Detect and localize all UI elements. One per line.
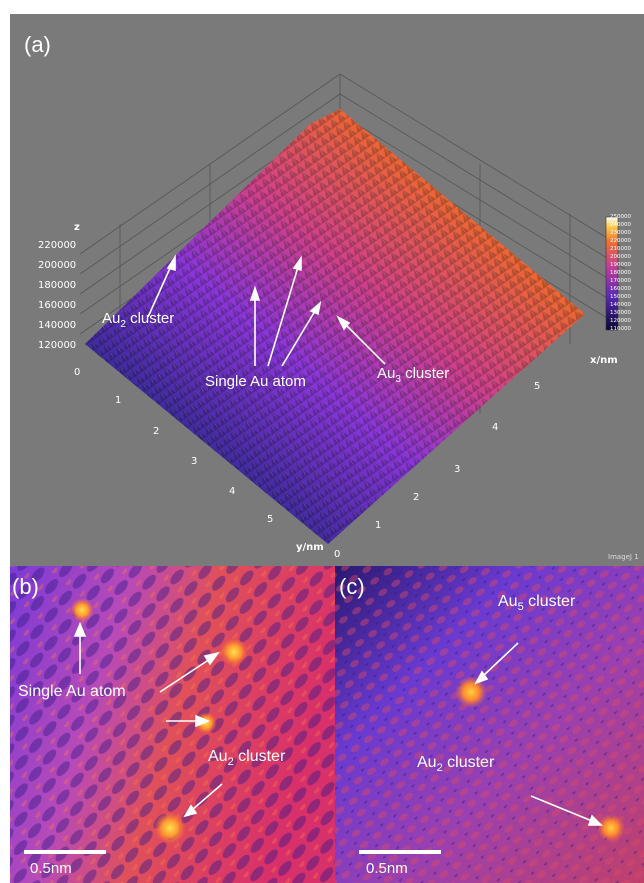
y-tick-0: 0 bbox=[334, 549, 341, 560]
single-atom-spot bbox=[220, 638, 248, 666]
colorbar bbox=[606, 217, 618, 330]
colorbar-tick: 110000 bbox=[610, 326, 631, 332]
colorbar-tick: 150000 bbox=[610, 294, 631, 300]
panel-a-letter: (a) bbox=[24, 32, 51, 57]
au5-cluster-label: Au5 cluster bbox=[498, 593, 576, 614]
stm-image-b bbox=[10, 566, 335, 883]
colorbar-tick: 210000 bbox=[610, 246, 631, 252]
colorbar-tick: 220000 bbox=[610, 238, 631, 244]
au5-cluster-spot bbox=[455, 676, 487, 708]
colorbar-tick: 250000 bbox=[610, 214, 631, 220]
x-tick-1: 1 bbox=[375, 520, 382, 531]
au2-cluster-label: Au2 cluster bbox=[208, 748, 286, 769]
single-atom-spot bbox=[70, 598, 94, 622]
y-tick-5: 5 bbox=[267, 514, 274, 525]
z-tick-160000: 160000 bbox=[38, 300, 77, 311]
stm-3d-surface-panel: (a) z 220000 200000 180000 160000 140000… bbox=[10, 14, 644, 566]
colorbar-tick: 170000 bbox=[610, 278, 631, 284]
single-au-atom-label: Single Au atom bbox=[205, 373, 306, 390]
z-tick-140000: 140000 bbox=[38, 320, 77, 331]
colorbar-tick: 120000 bbox=[610, 318, 631, 324]
z-axis-label: z bbox=[74, 222, 80, 233]
y-tick-2: 2 bbox=[153, 426, 160, 437]
au3-cluster-label: Au3 cluster bbox=[377, 365, 450, 385]
au2-cluster-label: Au2 cluster bbox=[417, 754, 495, 775]
single-atom-spot bbox=[195, 712, 217, 734]
stm-image-c bbox=[335, 566, 644, 883]
stm-image-panel-c: (c) Au5 cluster Au2 cluster 0.5nm bbox=[335, 566, 644, 883]
colorbar-tick: 190000 bbox=[610, 262, 631, 268]
colorbar-tick: 130000 bbox=[610, 310, 631, 316]
y-axis-label: y/nm bbox=[296, 542, 324, 553]
colorbar-tick: 230000 bbox=[610, 230, 631, 236]
y-tick-3: 3 bbox=[191, 456, 198, 467]
z-tick-0: 0 bbox=[74, 367, 81, 378]
panel-b-letter: (b) bbox=[12, 574, 39, 599]
x-tick-5: 5 bbox=[534, 381, 541, 392]
z-tick-180000: 180000 bbox=[38, 280, 77, 291]
imagej-watermark: ImageJ 1 bbox=[608, 553, 639, 561]
x-tick-3: 3 bbox=[454, 464, 461, 475]
surface-3d-plot bbox=[79, 73, 626, 544]
panel-c-letter: (c) bbox=[339, 574, 365, 599]
scale-bar-label: 0.5nm bbox=[30, 860, 72, 877]
single-au-atom-label: Single Au atom bbox=[18, 683, 126, 700]
stm-image-panel-b: (b) Single Au atom Au2 cluster 0.5nm bbox=[10, 566, 335, 883]
au2-cluster-spot bbox=[154, 812, 186, 844]
x-axis-label: x/nm bbox=[590, 355, 618, 366]
colorbar-tick: 160000 bbox=[610, 286, 631, 292]
x-tick-2: 2 bbox=[413, 492, 420, 503]
z-tick-200000: 200000 bbox=[38, 260, 77, 271]
y-tick-1: 1 bbox=[115, 395, 122, 406]
colorbar-tick: 240000 bbox=[610, 222, 631, 228]
z-tick-120000: 120000 bbox=[38, 340, 77, 351]
scale-bar bbox=[24, 850, 106, 854]
colorbar-tick: 200000 bbox=[610, 254, 631, 260]
scale-bar bbox=[359, 850, 441, 854]
scale-bar-label: 0.5nm bbox=[366, 860, 408, 877]
au2-cluster-label: Au2 cluster bbox=[102, 310, 175, 330]
colorbar-tick: 180000 bbox=[610, 270, 631, 276]
z-tick-220000: 220000 bbox=[38, 240, 77, 251]
surface-texture bbox=[85, 109, 585, 544]
colorbar-tick: 140000 bbox=[610, 302, 631, 308]
y-tick-4: 4 bbox=[229, 486, 236, 497]
x-tick-4: 4 bbox=[492, 422, 499, 433]
au2-cluster-spot bbox=[597, 814, 625, 842]
